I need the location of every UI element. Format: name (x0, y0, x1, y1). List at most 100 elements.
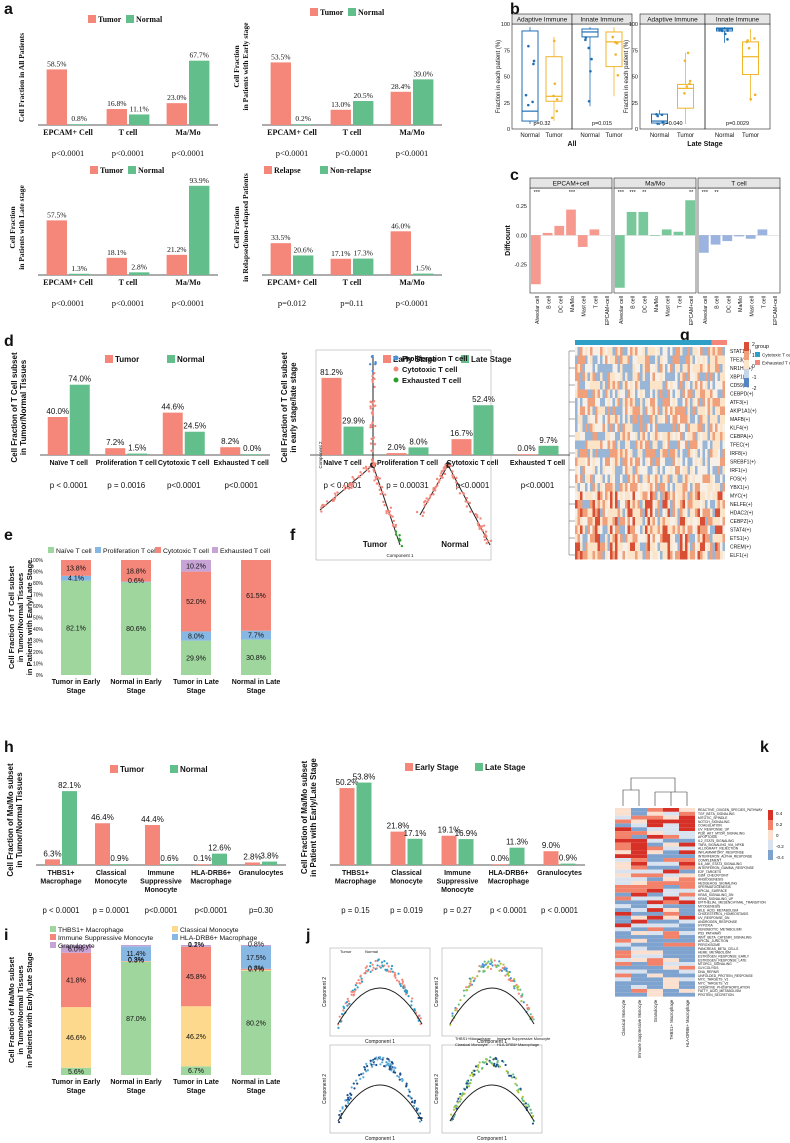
cell-point (532, 1018, 535, 1021)
heat-cell (645, 466, 648, 475)
plot-frame (441, 947, 543, 1037)
heat-cell (647, 850, 663, 855)
heat-cell (630, 508, 633, 517)
row-label: ANGIOGENESIS (698, 878, 724, 882)
heat-cell (675, 474, 678, 483)
heat-cell (670, 381, 673, 390)
heat-cell (605, 525, 608, 534)
heat-cell (615, 942, 631, 947)
cell-point (369, 442, 373, 445)
data-label: 17.5% (246, 955, 266, 962)
heat-cell (592, 381, 595, 390)
heat-cell (662, 483, 665, 492)
box-point (616, 73, 620, 77)
heat-cell (605, 347, 608, 356)
heat-cell (605, 457, 608, 466)
heat-cell (687, 474, 690, 483)
heat-cell (720, 398, 723, 407)
heat-cell (720, 406, 723, 415)
bar-na-ve-t-cell-1 (69, 384, 90, 455)
heat-cell (645, 398, 648, 407)
heat-cell (692, 500, 695, 509)
heat-cell (647, 440, 650, 449)
cell-point (374, 475, 377, 479)
heat-cell (705, 466, 708, 475)
heat-cell (702, 551, 705, 560)
heat-cell (592, 440, 595, 449)
heat-cell (631, 892, 647, 897)
heat-cell (580, 398, 583, 407)
heat-cell (635, 347, 638, 356)
box-point (552, 39, 556, 43)
heat-cell (687, 457, 690, 466)
panel-label-a: a (4, 1, 13, 18)
heat-cell (577, 551, 580, 560)
tick-label: DC cell (642, 296, 648, 313)
heat-cell (615, 347, 618, 356)
heat-cell (630, 483, 633, 492)
heat-cell (657, 474, 660, 483)
heat-cell (672, 347, 675, 356)
heat-cell (577, 483, 580, 492)
heat-cell (582, 432, 585, 441)
heat-cell (682, 415, 685, 424)
heat-cell (685, 534, 688, 543)
heat-cell (657, 534, 660, 543)
tick-label: EPCAM+ Cell (43, 278, 93, 287)
heat-cell (640, 406, 643, 415)
heat-cell (627, 355, 630, 364)
heat-cell (705, 406, 708, 415)
cell-point (489, 539, 493, 543)
y-axis-label: Cell Fraction (8, 206, 17, 249)
cell-point (371, 463, 375, 466)
heat-cell (580, 551, 583, 560)
heat-cell (647, 389, 650, 398)
heat-cell (622, 474, 625, 483)
heat-cell (695, 542, 698, 551)
heat-cell (620, 347, 623, 356)
heat-cell (590, 440, 593, 449)
heat-cell (647, 525, 650, 534)
heat-cell (657, 432, 660, 441)
cell-point (397, 980, 401, 983)
heat-cell (680, 355, 683, 364)
heat-cell (632, 423, 635, 432)
heat-cell (650, 551, 653, 560)
cell-point (382, 500, 385, 504)
heat-cell (575, 474, 578, 483)
heat-cell (695, 381, 698, 390)
heat-cell (705, 534, 708, 543)
heat-cell (710, 347, 713, 356)
data-label: 1.5% (128, 444, 146, 453)
heat-cell (650, 474, 653, 483)
heat-cell (670, 491, 673, 500)
heat-cell (670, 398, 673, 407)
p-value-label: p=0.0029 (726, 121, 749, 127)
heat-cell (712, 525, 715, 534)
data-label: 21.8% (387, 822, 410, 831)
heat-cell (722, 372, 725, 381)
heat-cell (700, 364, 703, 373)
cell-point (355, 1079, 358, 1082)
row-label: IL2_STAT5_SIGNALING (698, 839, 734, 843)
heat-cell (663, 908, 679, 912)
heat-cell (655, 491, 658, 500)
tick-label: EPCAM+ Cell (267, 278, 317, 287)
tick-label: B cell (715, 296, 721, 309)
facet-frame (529, 187, 613, 294)
heat-cell (635, 474, 638, 483)
heat-cell (615, 946, 631, 951)
heat-cell (575, 364, 578, 373)
tick-label: Tumor (545, 133, 562, 139)
heat-cell (682, 381, 685, 390)
heat-cell (625, 500, 628, 509)
tick-label: Ma/Mo (175, 128, 200, 137)
bar-thbs1-macrophage-0 (339, 788, 355, 865)
heat-cell (663, 915, 679, 920)
heat-cell (715, 406, 718, 415)
heat-cell (695, 449, 698, 458)
heat-cell (665, 389, 668, 398)
heat-cell (697, 398, 700, 407)
heat-cell (592, 542, 595, 551)
heat-cell (652, 355, 655, 364)
